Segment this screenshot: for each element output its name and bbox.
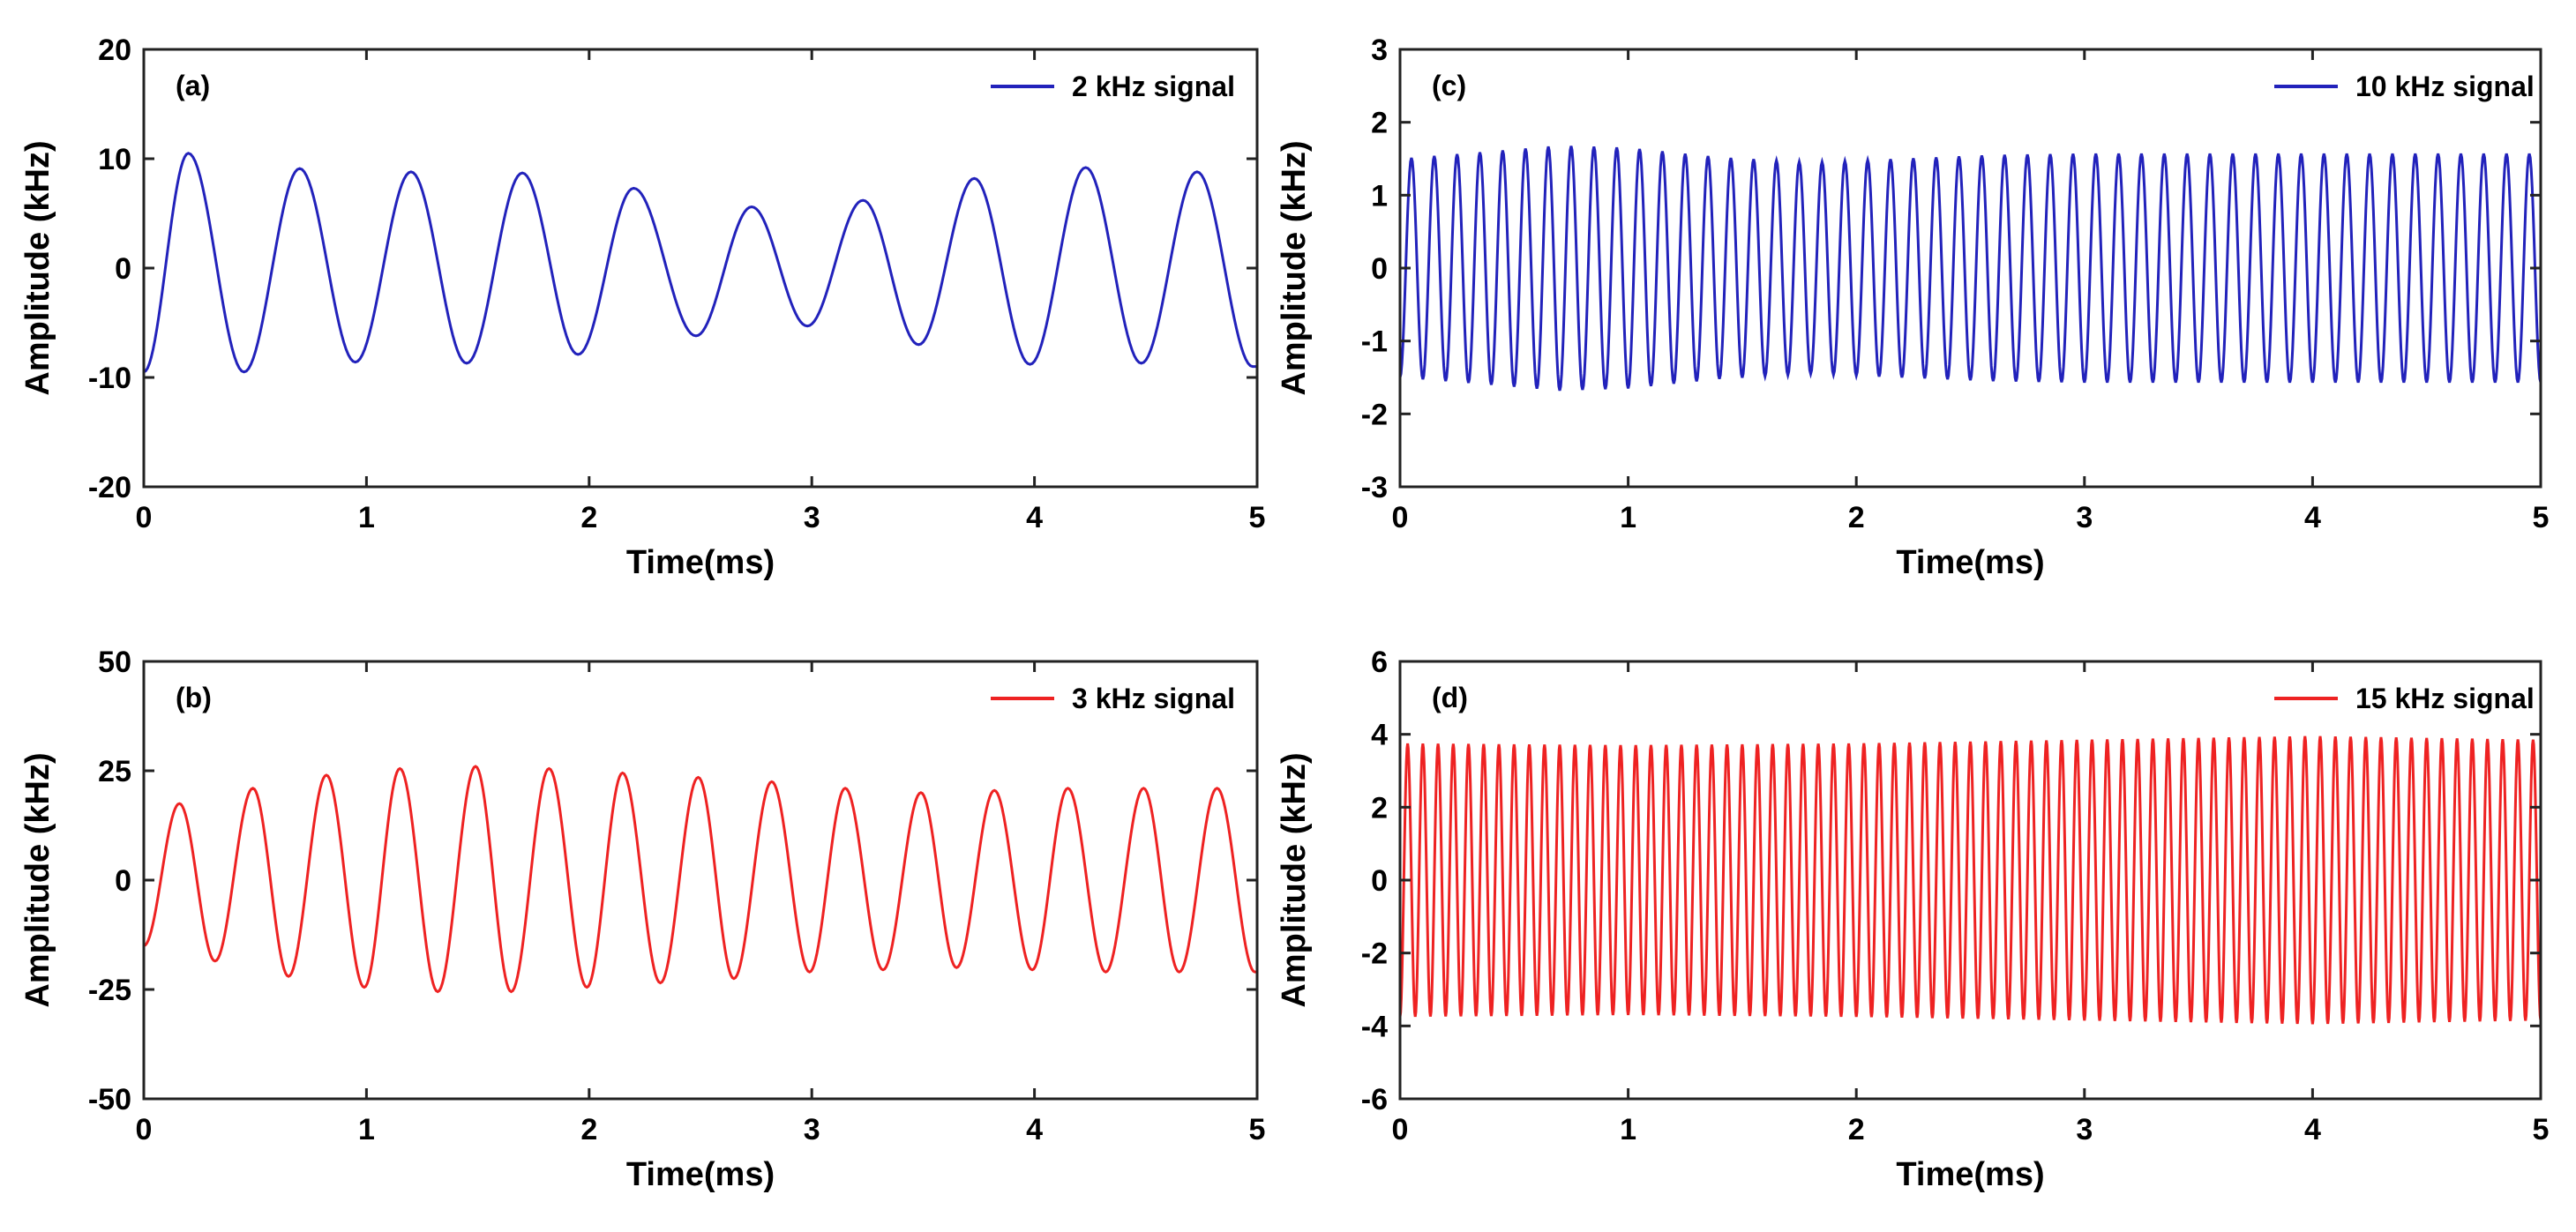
x-tick-label-b-0: 0 [136, 1113, 153, 1146]
panel-label-d: (d) [1432, 682, 1468, 713]
y-tick-label-b-1: -25 [88, 974, 131, 1007]
y-axis-label-c: Amplitude (kHz) [1276, 140, 1313, 395]
panel-label-c: (c) [1432, 70, 1466, 101]
panel-a: 2 kHz signal 0 1 2 3 4 5 -20 -10 0 10 20 Time(ms) Amp… [19, 34, 1265, 581]
legend-label-a: 2 kHz signal [1072, 71, 1235, 102]
y-tick-label-a-2: 0 [115, 252, 131, 286]
axes-frame-c [1398, 48, 2542, 489]
y-tick-label-c-3: 0 [1371, 252, 1388, 286]
x-tick-label-c-2: 2 [1848, 501, 1865, 534]
axes-frame-a [142, 48, 1259, 489]
y-tick-label-b-4: 50 [98, 646, 131, 679]
panel-b: 3 kHz signal 0 1 2 3 4 5 -50 -25 0 25 50 Time(ms) Amp… [19, 646, 1265, 1193]
x-tick-label-a-4: 4 [1026, 501, 1043, 534]
y-tick-label-d-5: 4 [1371, 719, 1388, 752]
y-tick-label-d-2: -2 [1361, 937, 1388, 971]
series-line-c-0 [1400, 146, 2541, 392]
x-tick-label-b-5: 5 [1249, 1113, 1266, 1146]
x-tick-label-a-2: 2 [580, 501, 597, 534]
panel-c: 10 kHz signal 0 1 2 3 4 5 -3 -2 -1 0 1 2 3 Time(ms) Amp… [1276, 34, 2549, 581]
y-tick-label-c-0: -3 [1361, 471, 1388, 504]
x-tick-label-c-5: 5 [2533, 501, 2550, 534]
axes-frame-b [142, 660, 1259, 1101]
y-tick-label-c-1: -2 [1361, 398, 1388, 431]
x-tick-label-d-3: 3 [2076, 1113, 2093, 1146]
y-tick-label-d-4: 2 [1371, 791, 1388, 825]
y-tick-label-a-3: 10 [98, 143, 131, 176]
panel-d: 15 kHz signal 0 1 2 3 4 5 -6 -4 -2 0 2 4 6 Time(ms) Amp… [1276, 646, 2549, 1193]
x-tick-label-a-3: 3 [804, 501, 820, 534]
y-tick-label-d-3: 0 [1371, 864, 1388, 898]
y-tick-label-a-0: -20 [88, 471, 131, 504]
x-tick-label-a-5: 5 [1249, 501, 1266, 534]
x-axis-label-c: Time(ms) [1896, 544, 2044, 581]
x-tick-label-d-5: 5 [2533, 1113, 2550, 1146]
x-tick-label-d-2: 2 [1848, 1113, 1865, 1146]
y-tick-label-c-2: -1 [1361, 325, 1388, 359]
x-tick-label-a-0: 0 [136, 501, 153, 534]
legend-label-c: 10 kHz signal [2355, 71, 2535, 102]
panel-label-a: (a) [176, 70, 210, 101]
legend-label-b: 3 kHz signal [1072, 683, 1235, 714]
y-tick-label-d-0: -6 [1361, 1083, 1388, 1116]
y-tick-label-d-6: 6 [1371, 646, 1388, 679]
x-tick-label-c-3: 3 [2076, 501, 2093, 534]
y-tick-label-a-4: 20 [98, 34, 131, 67]
x-tick-label-b-1: 1 [358, 1113, 375, 1146]
panel-label-b: (b) [176, 682, 212, 713]
x-tick-label-d-1: 1 [1620, 1113, 1636, 1146]
x-tick-label-d-4: 4 [2304, 1113, 2321, 1146]
y-axis-label-a: Amplitude (kHz) [19, 140, 56, 395]
y-tick-label-d-1: -4 [1361, 1010, 1388, 1043]
series-line-d-0 [1400, 735, 2541, 1025]
x-tick-label-c-4: 4 [2304, 501, 2321, 534]
y-tick-label-b-2: 0 [115, 864, 131, 898]
y-axis-label-d: Amplitude (kHz) [1276, 752, 1313, 1007]
series-line-b-0 [144, 765, 1257, 994]
x-tick-label-b-3: 3 [804, 1113, 820, 1146]
x-tick-label-b-2: 2 [580, 1113, 597, 1146]
x-tick-label-b-4: 4 [1026, 1113, 1043, 1146]
legend-label-d: 15 kHz signal [2355, 683, 2535, 714]
y-tick-label-a-1: -10 [88, 362, 131, 395]
x-tick-label-c-0: 0 [1392, 501, 1409, 534]
x-tick-label-c-1: 1 [1620, 501, 1636, 534]
y-tick-label-c-6: 3 [1371, 34, 1388, 67]
series-line-a-0 [144, 152, 1257, 374]
y-tick-label-c-5: 2 [1371, 107, 1388, 140]
x-tick-label-a-1: 1 [358, 501, 375, 534]
y-axis-label-b: Amplitude (kHz) [19, 752, 56, 1007]
x-axis-label-a: Time(ms) [626, 544, 775, 581]
x-axis-label-b: Time(ms) [626, 1156, 775, 1193]
y-tick-label-b-0: -50 [88, 1083, 131, 1116]
x-axis-label-d: Time(ms) [1896, 1156, 2044, 1193]
y-tick-label-b-3: 25 [98, 755, 131, 788]
y-tick-label-c-4: 1 [1371, 179, 1388, 213]
x-tick-label-d-0: 0 [1392, 1113, 1409, 1146]
